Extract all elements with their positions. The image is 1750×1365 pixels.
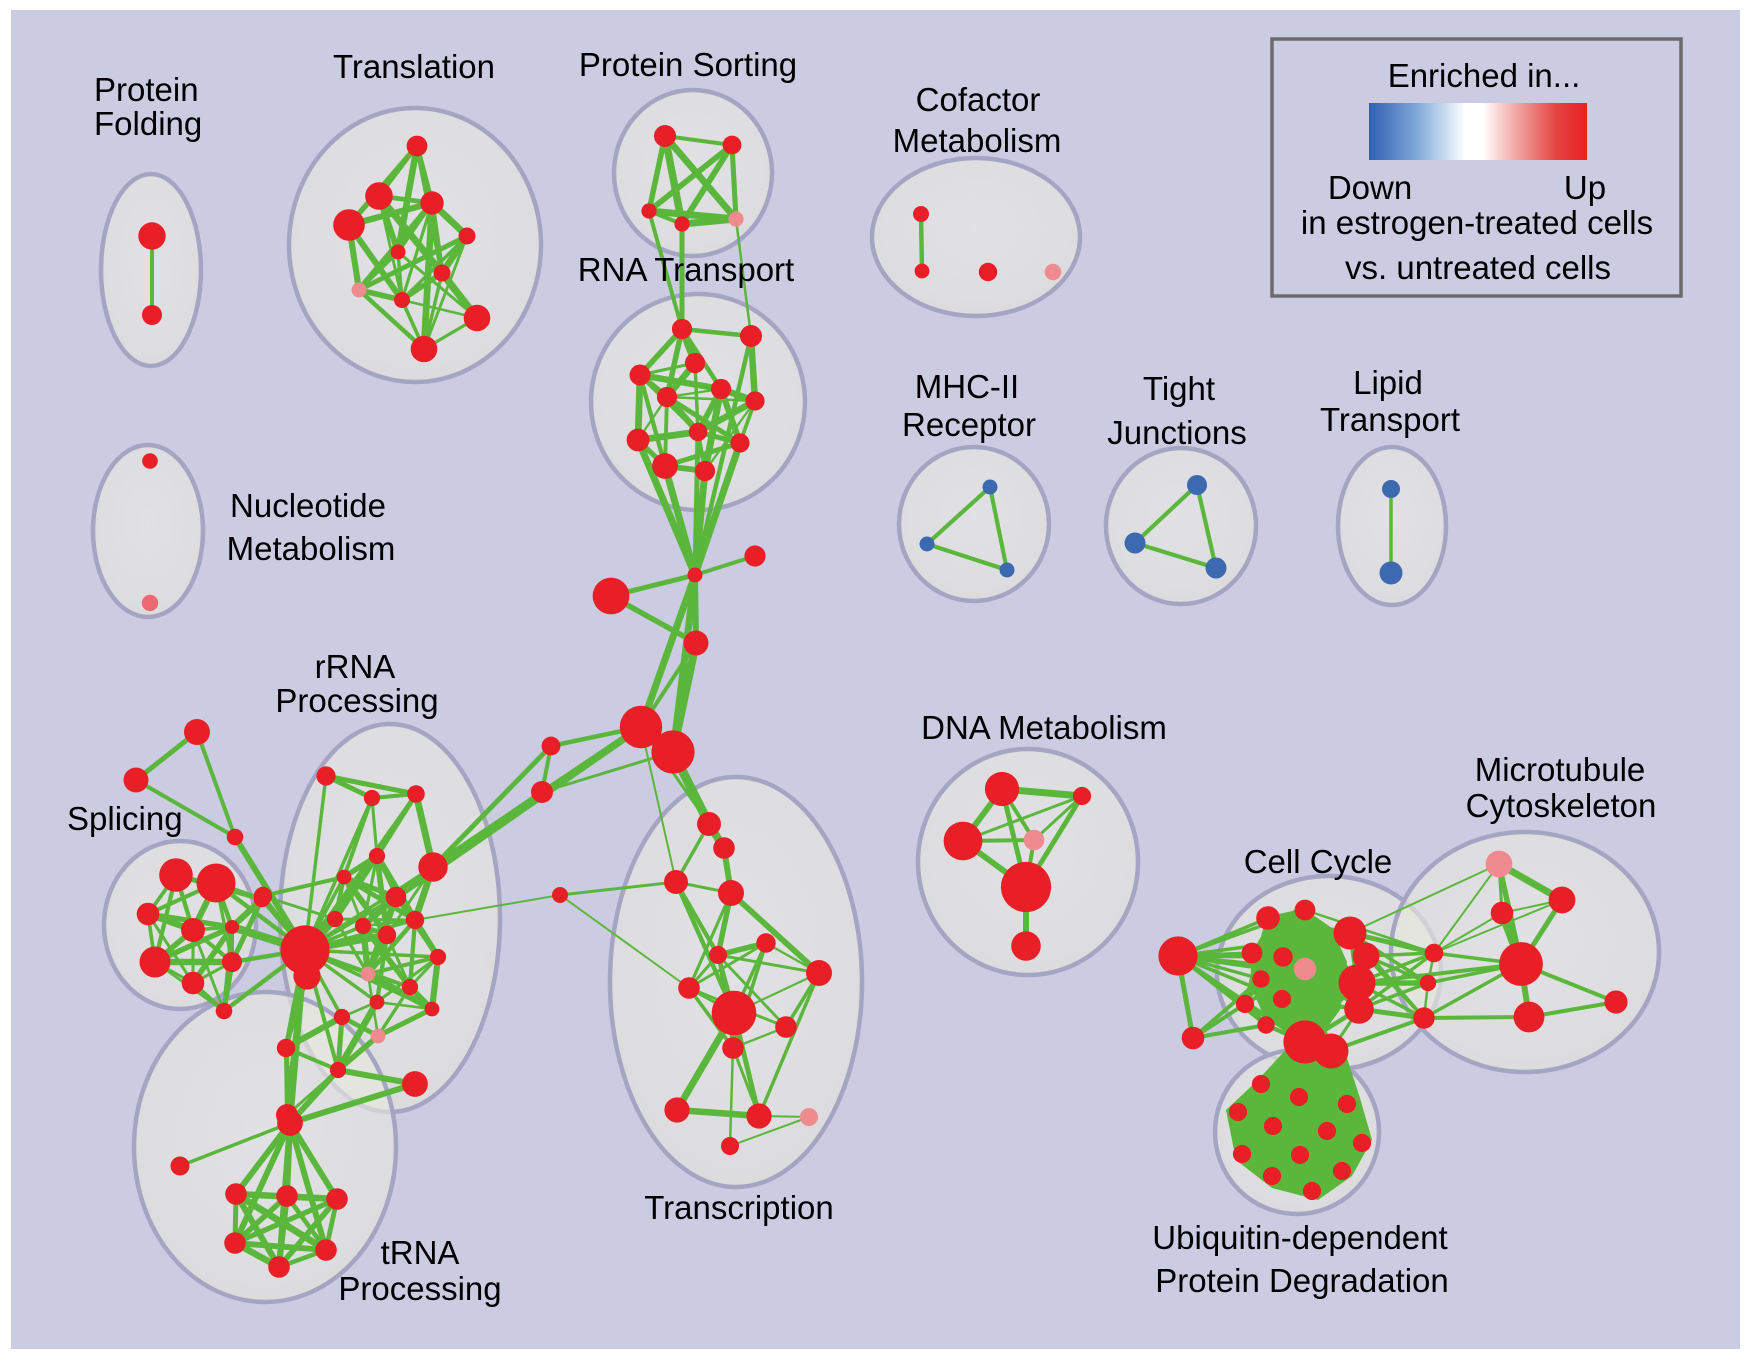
svg-text:Lipid: Lipid [1353,364,1423,401]
svg-text:MHC-II: MHC-II [915,368,1019,405]
svg-text:Junctions: Junctions [1107,414,1246,451]
svg-text:Nucleotide: Nucleotide [230,487,386,524]
svg-text:in estrogen-treated cells: in estrogen-treated cells [1301,204,1653,241]
svg-text:RNA Transport: RNA Transport [578,251,794,288]
svg-text:Down: Down [1328,169,1412,206]
svg-text:Cofactor: Cofactor [916,81,1041,118]
svg-text:tRNA: tRNA [381,1234,460,1271]
svg-text:rRNA: rRNA [315,648,396,685]
svg-text:Folding: Folding [94,105,202,142]
svg-text:Cytoskeleton: Cytoskeleton [1466,787,1657,824]
svg-text:Up: Up [1564,169,1606,206]
svg-text:Receptor: Receptor [902,406,1036,443]
svg-text:Transport: Transport [1320,401,1460,438]
svg-text:Translation: Translation [333,48,495,85]
svg-text:Protein Degradation: Protein Degradation [1155,1262,1449,1299]
svg-text:DNA Metabolism: DNA Metabolism [921,709,1167,746]
svg-text:Enriched in...: Enriched in... [1388,57,1581,94]
svg-text:Splicing: Splicing [67,800,183,837]
svg-text:Cell Cycle: Cell Cycle [1244,843,1393,880]
svg-text:Tight: Tight [1143,370,1215,407]
svg-text:Transcription: Transcription [644,1189,834,1226]
svg-text:Ubiquitin-dependent: Ubiquitin-dependent [1152,1219,1447,1256]
svg-text:Processing: Processing [275,682,438,719]
svg-text:Protein Sorting: Protein Sorting [579,46,797,83]
svg-text:vs. untreated cells: vs. untreated cells [1345,249,1611,286]
svg-text:Processing: Processing [338,1270,501,1307]
svg-text:Microtubule: Microtubule [1475,751,1646,788]
svg-text:Protein: Protein [94,71,199,108]
svg-text:Metabolism: Metabolism [227,530,396,567]
svg-text:Metabolism: Metabolism [893,122,1062,159]
